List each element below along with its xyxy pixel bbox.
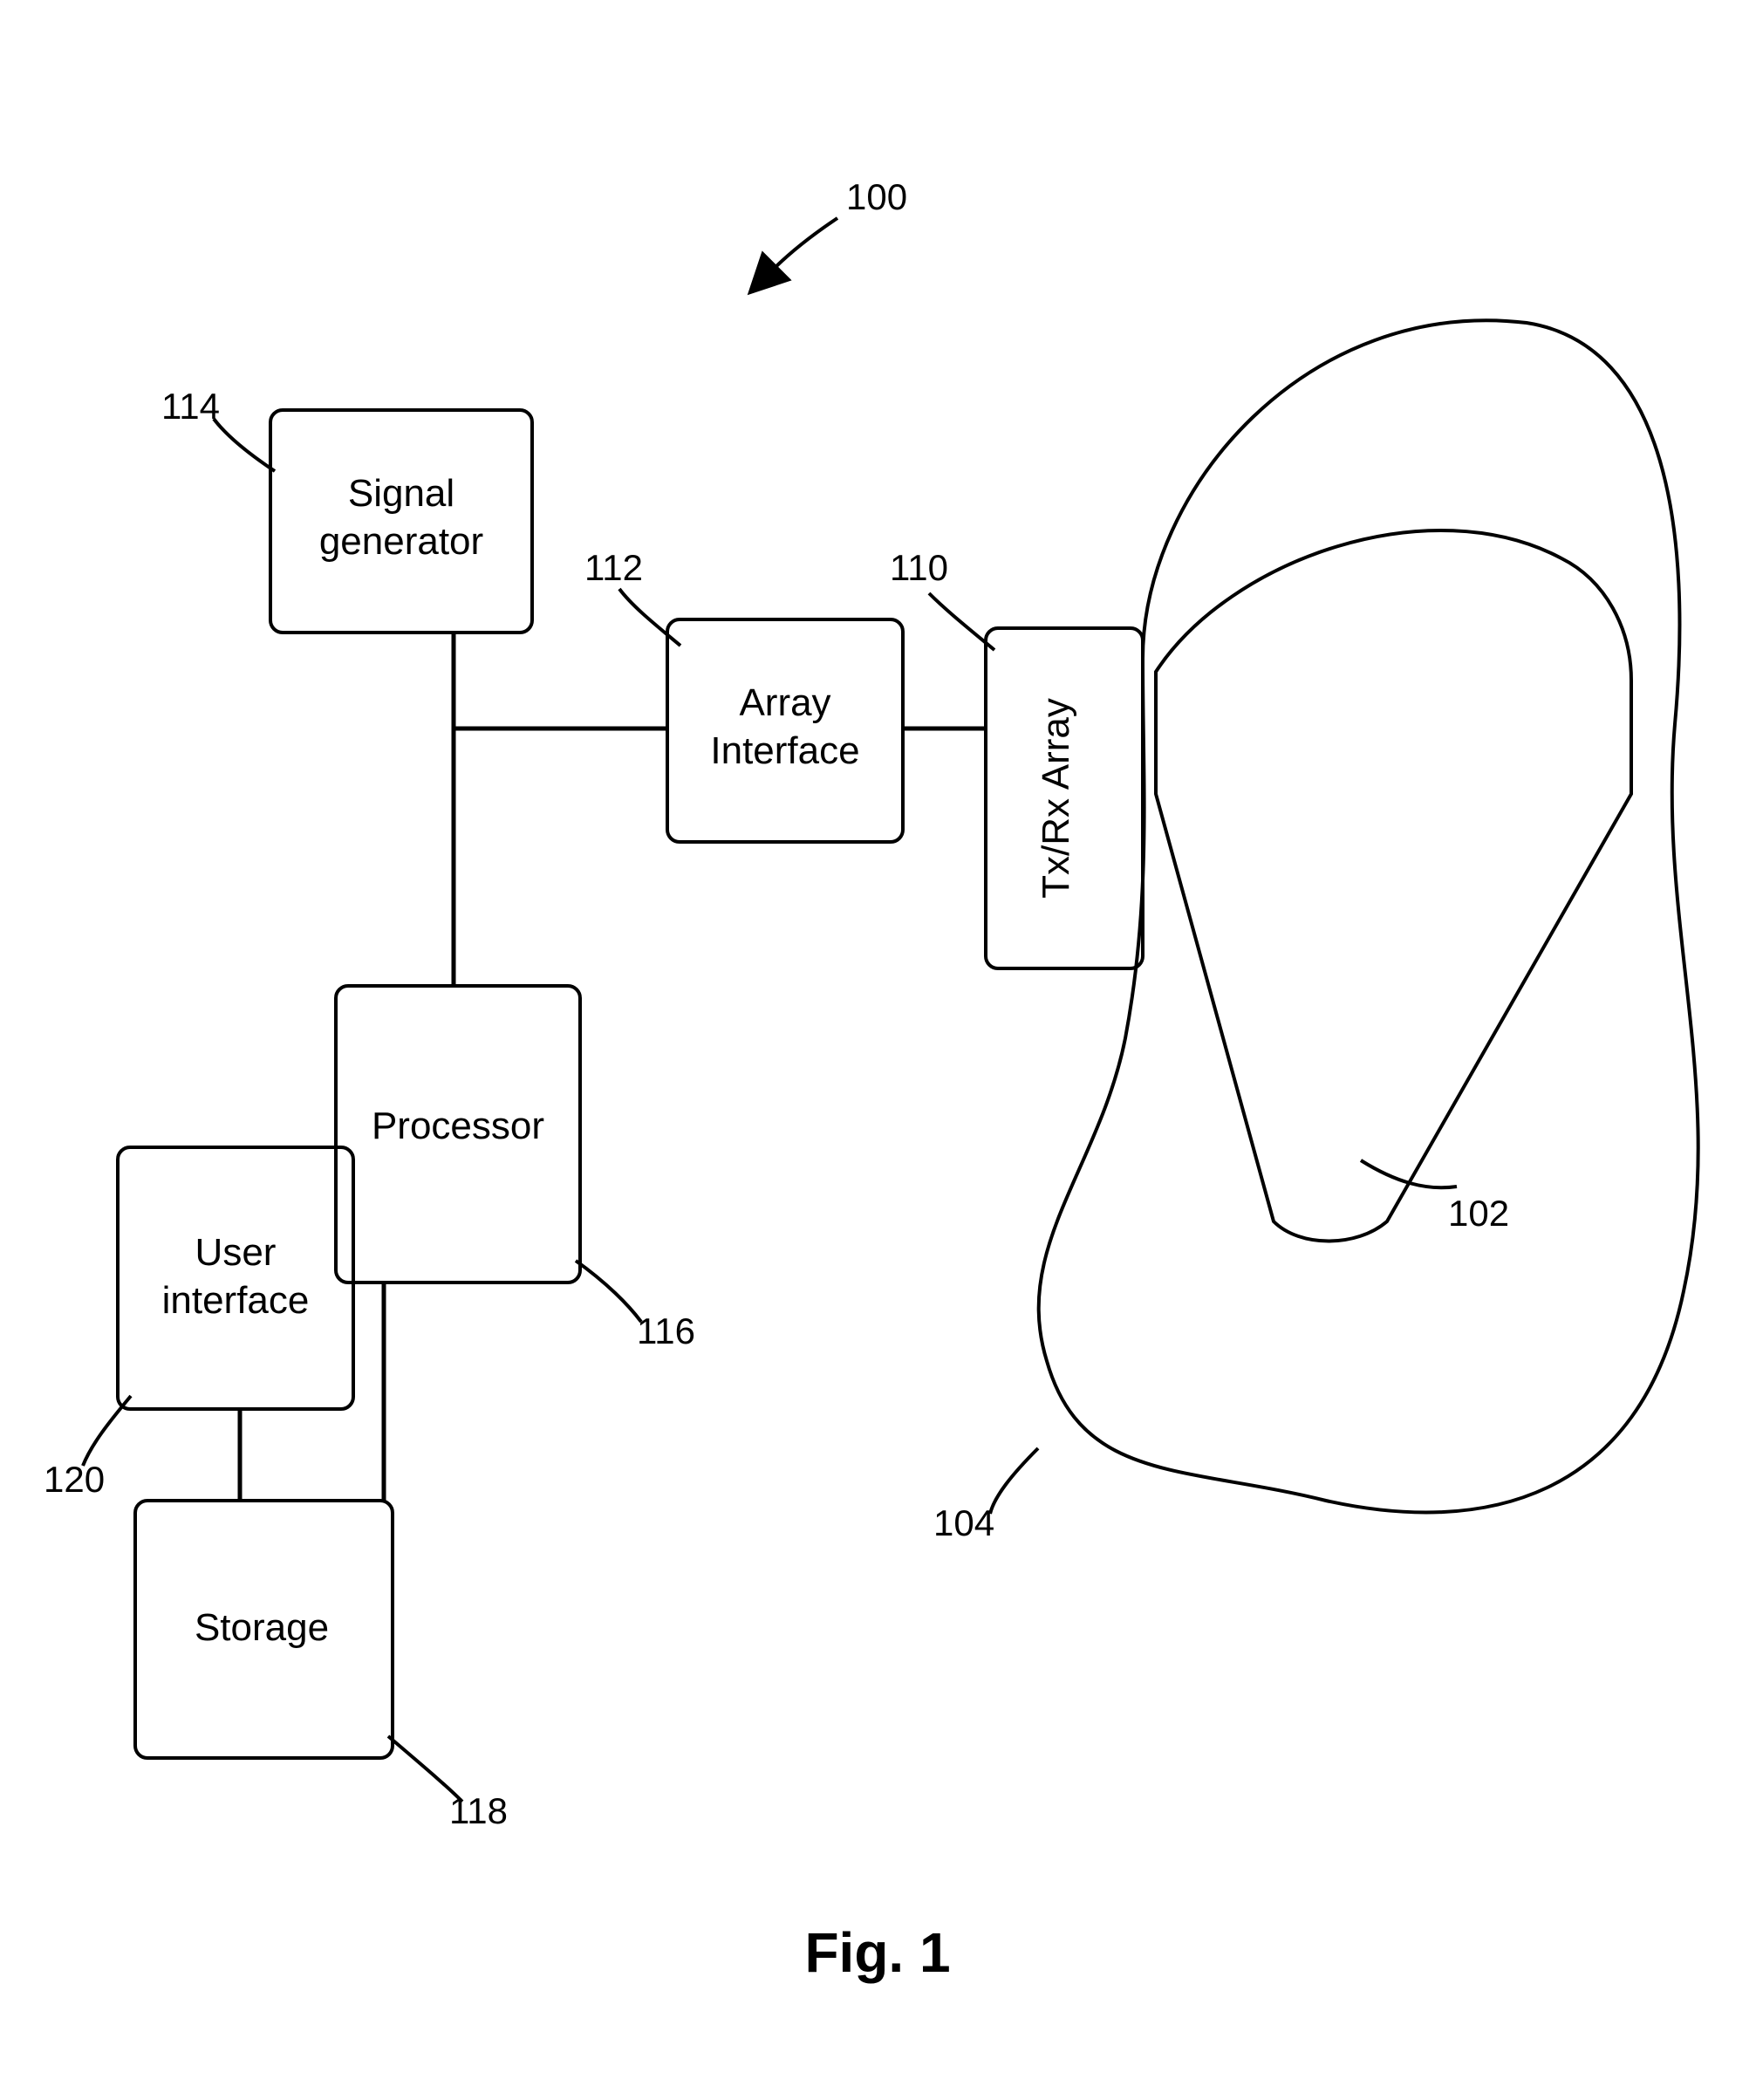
label-storage: Storage <box>195 1606 329 1649</box>
ref-storage: 118 <box>449 1790 508 1831</box>
callout-processor <box>576 1261 641 1322</box>
scan-region <box>1156 530 1631 1241</box>
label-array-interface-l2: Interface <box>710 729 859 772</box>
box-user-interface <box>118 1147 353 1409</box>
figure-label: Fig. 1 <box>804 1921 950 1984</box>
conn-siggen-to-arrayif <box>454 633 667 729</box>
callout-signal-generator <box>214 419 275 471</box>
ref-system: 100 <box>846 176 907 217</box>
callout-user-interface <box>83 1396 131 1466</box>
ref-txrx-array: 110 <box>890 547 948 588</box>
callout-scan-region <box>1361 1160 1457 1187</box>
ref-processor: 116 <box>637 1310 695 1351</box>
label-txrx-array: Tx/Rx Array <box>1035 698 1077 899</box>
ref-body: 104 <box>933 1502 994 1543</box>
callout-array-interface <box>619 589 680 646</box>
label-user-interface-l2: interface <box>162 1279 310 1322</box>
body-outline <box>1039 320 1698 1512</box>
ref-scan-region: 102 <box>1448 1193 1509 1234</box>
ref-signal-generator: 114 <box>161 386 220 427</box>
label-processor: Processor <box>372 1105 544 1147</box>
label-user-interface-l1: User <box>195 1231 277 1274</box>
callout-body <box>990 1448 1038 1514</box>
label-array-interface-l1: Array <box>739 681 830 724</box>
label-signal-generator-l2: generator <box>319 520 483 563</box>
label-signal-generator-l1: Signal <box>348 472 454 515</box>
ref-user-interface: 120 <box>44 1459 105 1500</box>
callout-system <box>772 218 837 270</box>
callout-txrx-array <box>929 593 994 650</box>
ref-array-interface: 112 <box>584 547 643 588</box>
